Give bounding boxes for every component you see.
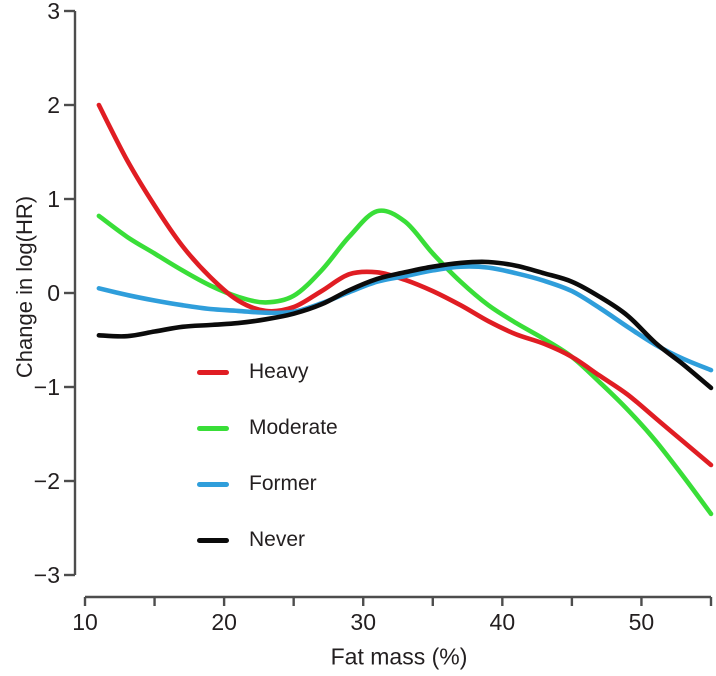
curve-former: [96, 264, 714, 373]
legend-line-moderate-icon: [197, 425, 229, 431]
x-tick-label: 10: [72, 609, 98, 635]
legend-label-heavy: Heavy: [249, 360, 309, 383]
y-tick-label: 0: [47, 280, 60, 306]
x-tick-label: 50: [629, 609, 655, 635]
x-axis: 10 20 30 40 50: [72, 595, 713, 635]
y-tick-label: 1: [47, 186, 60, 212]
x-tick-label: 40: [490, 609, 516, 635]
curve-moderate: [96, 208, 714, 517]
legend-line-never-icon: [197, 537, 229, 543]
y-axis-title: Change in log(HR): [12, 195, 37, 379]
y-tick-label: −3: [34, 562, 60, 588]
y-axis: 3 2 1 0 −1 −2 −3: [34, 0, 77, 588]
legend-item-never: Never: [197, 527, 338, 553]
y-tick-label: −2: [34, 468, 60, 494]
curve-heavy: [96, 102, 714, 468]
legend-line-heavy-icon: [197, 369, 229, 375]
y-tick-label: 2: [47, 92, 60, 118]
x-tick-label: 20: [211, 609, 237, 635]
legend-item-heavy: Heavy: [197, 359, 338, 385]
legend-label-never: Never: [249, 528, 306, 551]
legend: Heavy Moderate Former Never: [197, 359, 338, 553]
y-tick-label: 3: [47, 0, 60, 24]
legend-item-former: Former: [197, 471, 338, 497]
y-tick-label: −1: [34, 374, 60, 400]
legend-label-moderate: Moderate: [249, 416, 338, 439]
x-tick-label: 30: [350, 609, 376, 635]
curve-never: [96, 259, 714, 391]
legend-item-moderate: Moderate: [197, 415, 338, 441]
legend-line-former-icon: [197, 481, 229, 487]
x-axis-title: Fat mass (%): [330, 643, 468, 670]
legend-label-former: Former: [249, 472, 317, 495]
